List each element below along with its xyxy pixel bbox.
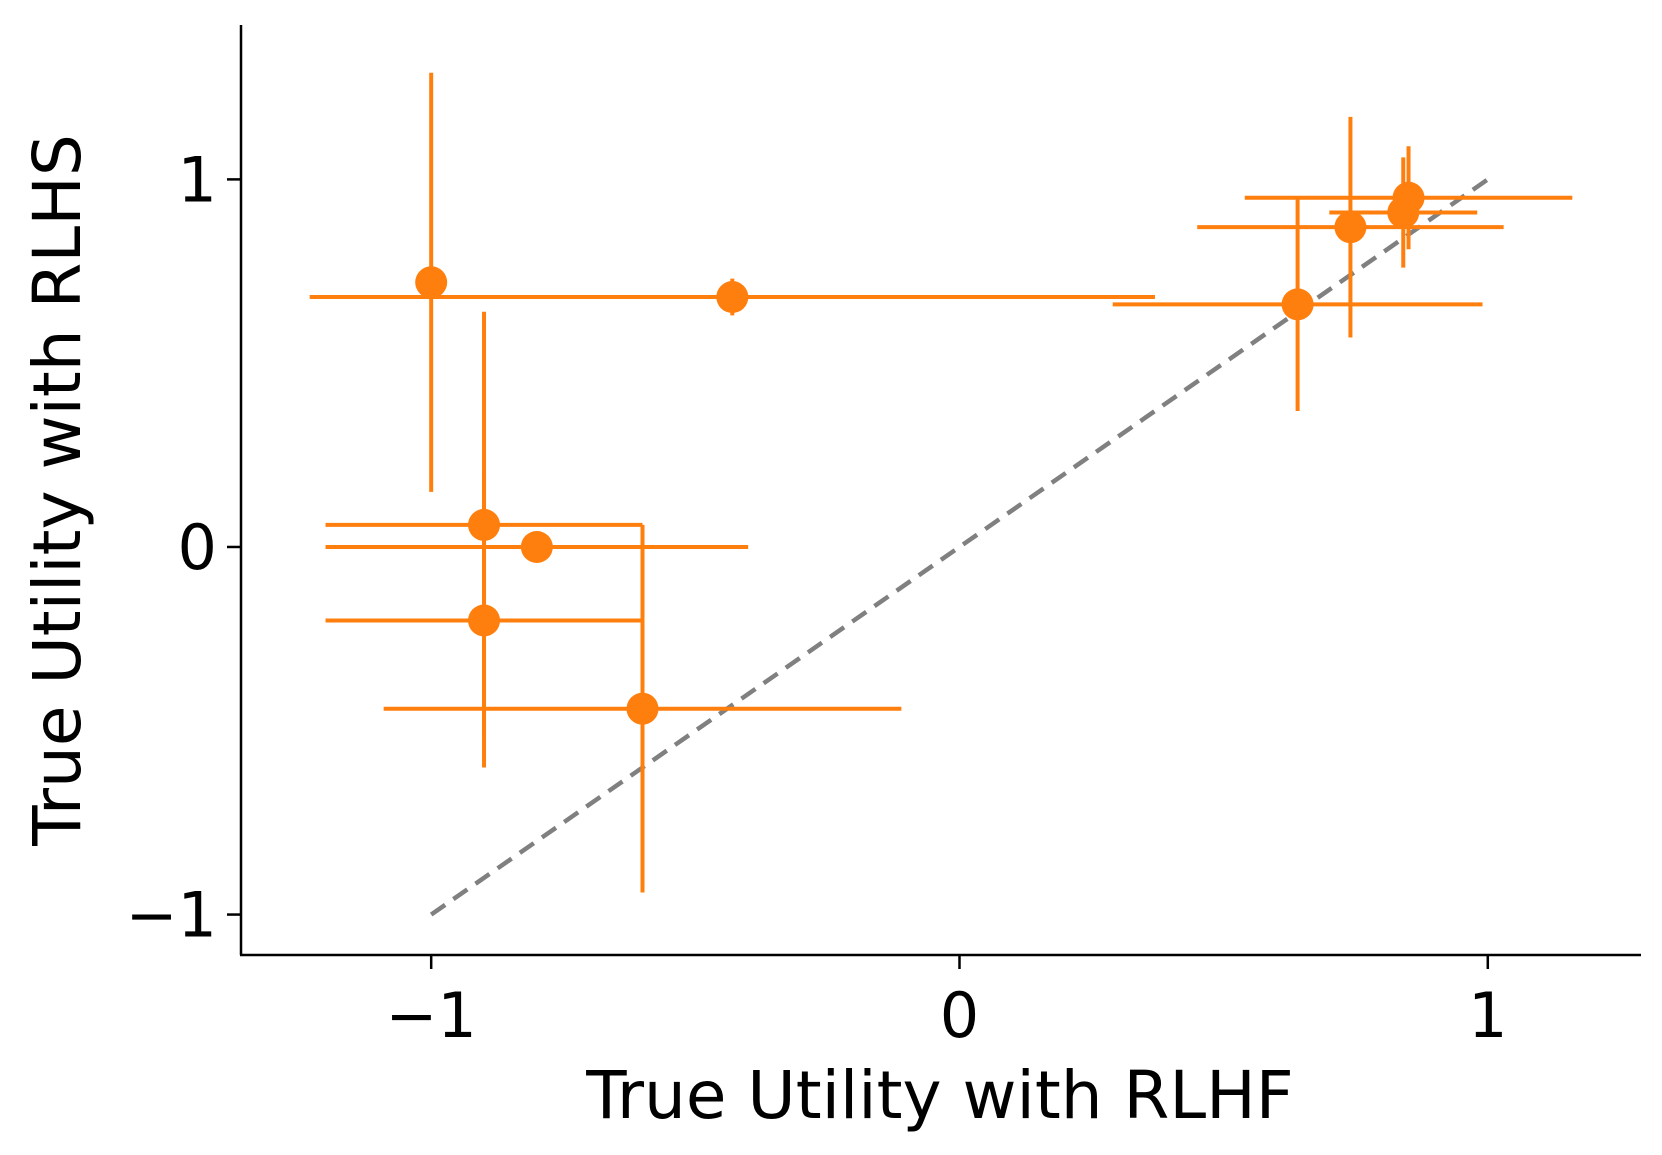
- y-tick-label-2: 1: [178, 143, 217, 216]
- data-point-9: [1392, 181, 1425, 214]
- axes: [239, 25, 1641, 957]
- tick-layer: −1 0 1 −1 0 1: [126, 143, 1508, 1052]
- data-point-7: [1334, 211, 1367, 244]
- data-point-5: [626, 692, 659, 725]
- point-layer: [415, 181, 1425, 725]
- data-point-2: [468, 508, 501, 541]
- y-tick-label-1: 0: [178, 511, 217, 584]
- x-tick-label-2: 1: [1468, 979, 1507, 1052]
- x-axis-label: True Utility with RLHF: [585, 1057, 1294, 1134]
- data-point-0: [415, 266, 448, 299]
- y-axis-label: True Utility with RLHS: [19, 134, 96, 846]
- x-tick-label-1: 0: [940, 979, 979, 1052]
- data-point-4: [468, 604, 501, 637]
- data-point-3: [520, 530, 553, 563]
- data-point-1: [716, 281, 749, 314]
- x-tick-label-0: −1: [385, 979, 476, 1052]
- y-tick-label-0: −1: [126, 879, 217, 952]
- error-bar-layer: [309, 72, 1573, 893]
- data-point-6: [1281, 288, 1314, 321]
